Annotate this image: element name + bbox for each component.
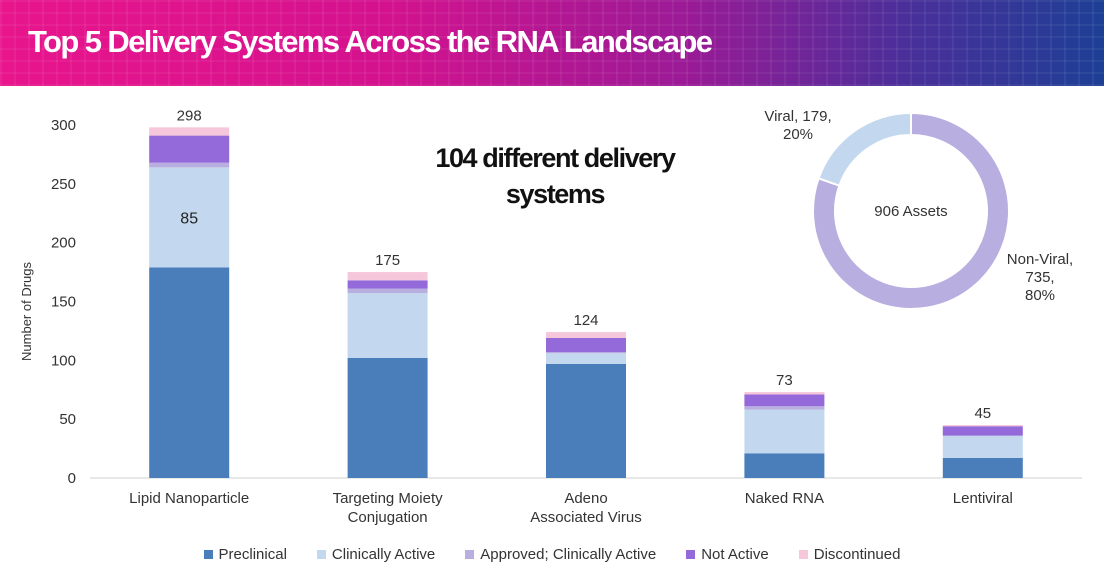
x-tick-label: Targeting Moiety: [333, 490, 444, 507]
y-tick-label: 0: [68, 470, 76, 487]
bar-discontinued: [546, 332, 626, 338]
bar-approved-clinically-active: [744, 406, 825, 410]
legend-label: Discontinued: [813, 546, 901, 563]
bar-not-active: [546, 337, 626, 353]
bar-discontinued: [942, 425, 1023, 427]
bar-total-label: 175: [375, 252, 400, 269]
y-tick-label: 300: [51, 117, 76, 134]
bar-approved-clinically-active: [149, 162, 230, 168]
legend-item-preclinical: Preclinical: [203, 546, 287, 563]
legend-swatch: [465, 550, 475, 559]
legend-item-not-active: Not Active: [686, 546, 769, 563]
donut-label-non-viral: 735,: [1025, 269, 1054, 286]
legend-swatch: [686, 550, 696, 559]
bar-clinically-active: [744, 409, 825, 454]
x-tick-label: Naked RNA: [745, 490, 824, 507]
legend-swatch: [798, 550, 808, 559]
bar-not-active: [744, 394, 825, 407]
donut-label-viral: Viral, 179,: [764, 108, 831, 125]
bar-preclinical: [744, 453, 825, 478]
bar-clinically-active: [546, 353, 626, 364]
data-label: 85: [180, 210, 198, 227]
donut-slice-viral: [817, 111, 912, 187]
bar-not-active: [347, 280, 428, 289]
bar-clinically-active: [942, 435, 1023, 458]
y-tick-label: 100: [51, 352, 76, 369]
legend-swatch: [316, 550, 326, 559]
bar-clinically-active: [347, 293, 428, 358]
bar-not-active: [149, 135, 230, 163]
donut-label-non-viral: Non-Viral,: [1007, 251, 1073, 268]
legend-label: Preclinical: [218, 546, 287, 563]
bar-total-label: 73: [776, 372, 793, 389]
bar-total-label: 45: [974, 405, 991, 422]
y-tick-label: 150: [51, 294, 76, 311]
legend-item-clinically-active: Clinically Active: [316, 546, 436, 563]
legend-swatch: [203, 550, 213, 559]
donut-slice-non-viral: [812, 111, 1010, 310]
y-axis-label: Number of Drugs: [19, 262, 34, 361]
header-banner: Top 5 Delivery Systems Across the RNA La…: [0, 0, 1104, 86]
bar-discontinued: [347, 272, 428, 281]
bar-preclinical: [149, 267, 230, 478]
page-title: Top 5 Delivery Systems Across the RNA La…: [28, 24, 713, 59]
y-tick-label: 50: [59, 411, 76, 428]
chart-legend: Preclinical Clinically Active Approved; Cl…: [0, 546, 1104, 563]
delivery-systems-annotation: 104 different delivery systems: [435, 143, 676, 209]
x-tick-label: Conjugation: [348, 509, 428, 526]
bar-total-label: 124: [573, 312, 598, 329]
bar-chart: 0 50 100 150 200 250 300 Number of Drugs 298 Lipi…: [19, 107, 1082, 526]
legend-item-discontinued: Discontinued: [798, 546, 901, 563]
y-tick-label: 200: [51, 235, 76, 252]
donut-chart: 906 Assets Viral, 179,20% Non-Viral,735,80…: [764, 108, 1073, 310]
legend-label: Clinically Active: [331, 546, 436, 563]
bar-preclinical: [347, 357, 428, 478]
x-tick-label: Lentiviral: [953, 490, 1013, 507]
bar-total-label: 298: [177, 107, 202, 124]
donut-label-viral: 20%: [783, 126, 813, 143]
x-tick-label: Adeno: [564, 490, 607, 507]
bar-preclinical: [942, 457, 1023, 478]
donut-center-label: 906 Assets: [874, 203, 947, 220]
legend-label: Not Active: [701, 546, 769, 563]
bar-clinically-active: [149, 167, 230, 268]
donut-label-non-viral: 80%: [1025, 287, 1055, 304]
bar-approved-clinically-active: [347, 288, 428, 294]
bar-approved-clinically-active: [546, 352, 626, 354]
legend-label: Approved; Clinically Active: [480, 546, 657, 563]
bar-discontinued: [149, 127, 230, 136]
bar-not-active: [942, 426, 1023, 436]
y-tick-label: 250: [51, 176, 76, 193]
legend-item-approved-clinically-active: Approved; Clinically Active: [465, 546, 656, 563]
bar-preclinical: [546, 363, 626, 478]
bar-discontinued: [744, 392, 825, 395]
x-tick-label: Lipid Nanoparticle: [129, 490, 249, 507]
x-tick-label: Associated Virus: [530, 509, 641, 526]
